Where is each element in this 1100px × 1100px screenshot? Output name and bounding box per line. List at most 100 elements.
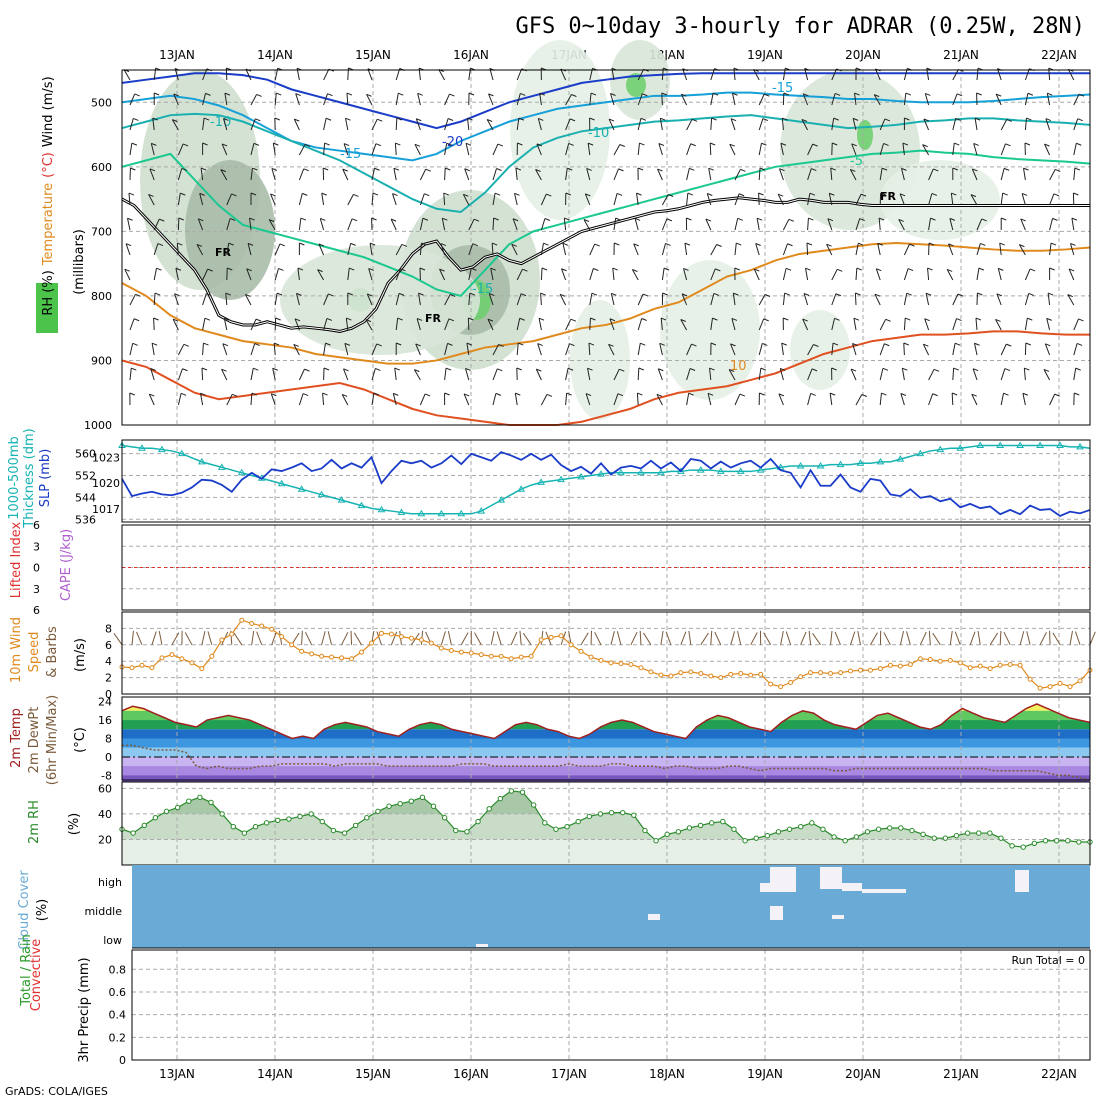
wind-barb <box>298 144 306 156</box>
wind-barb-flag <box>658 368 664 372</box>
wind-barb <box>610 93 615 106</box>
wind-barb <box>637 69 645 81</box>
thickness-point <box>896 455 905 462</box>
wind-barb-flag <box>200 392 206 396</box>
wind-barb <box>224 93 228 106</box>
wind-barb-flag <box>827 218 834 222</box>
rh-point <box>786 826 793 832</box>
wind-barb <box>488 93 494 106</box>
wind-speed-point <box>808 670 814 676</box>
wind-barb <box>268 219 276 231</box>
wind-barb <box>395 117 398 131</box>
wind-barb-flag <box>546 393 553 397</box>
surface-wind-barb <box>1026 631 1031 645</box>
wind-barb <box>250 94 258 106</box>
bottom-day-label: 13JAN <box>159 1067 195 1081</box>
wind-barb-flag <box>730 118 737 122</box>
wind-barb-flag <box>345 117 351 121</box>
wind-barb-flag <box>467 117 473 121</box>
wind-barb-flag <box>587 142 594 146</box>
wind-barb <box>196 244 204 256</box>
wind-barb <box>153 218 160 231</box>
wind-barb <box>562 243 567 256</box>
temp-band <box>122 738 1090 748</box>
run-total-label: Run Total = 0 <box>1012 954 1086 967</box>
wind-barb <box>952 69 959 81</box>
wind-barb-flag <box>832 342 839 346</box>
wind-barb-flag <box>953 367 959 371</box>
y-axis-label: & Barbs <box>45 626 60 678</box>
wind-speed-point <box>798 674 804 680</box>
wind-barb <box>637 343 641 356</box>
rh-point <box>1065 838 1071 844</box>
wind-barb <box>709 368 712 381</box>
wind-barb-flag <box>1024 142 1031 146</box>
surface-wind-barb <box>714 631 722 646</box>
wind-barb <box>730 343 736 356</box>
wind-barb-flag <box>498 343 504 347</box>
wind-barb <box>806 242 809 256</box>
wind-barb-flag <box>659 342 665 346</box>
wind-barb <box>829 393 833 406</box>
surface-wind-barb <box>1039 632 1047 646</box>
surface-wind-barb <box>763 632 772 646</box>
wind-barb-flag <box>608 118 615 122</box>
wind-barb <box>419 193 425 206</box>
wind-barb-flag <box>1023 167 1029 171</box>
wind-speed-point <box>139 662 145 668</box>
wind-barb <box>637 367 640 381</box>
wind-barb <box>686 343 692 356</box>
wind-barb-flag <box>231 193 237 197</box>
cloud-bar <box>760 883 770 892</box>
wind-barb-flag <box>199 192 205 196</box>
wind-speed-point <box>229 631 235 637</box>
wind-barb <box>995 319 1002 331</box>
wind-barb-flag <box>640 117 647 121</box>
rh-point <box>464 829 470 835</box>
wind-barb-flag <box>707 392 714 396</box>
wind-barb <box>952 143 955 156</box>
wind-barb-flag <box>995 93 1002 97</box>
wind-barb-flag <box>488 93 494 97</box>
wind-barb-flag <box>253 367 259 371</box>
wind-barb-flag <box>981 218 987 222</box>
wind-barb <box>516 118 520 131</box>
wind-barb <box>563 218 567 231</box>
wind-barb-flag <box>1076 142 1082 146</box>
wind-barb <box>1073 368 1077 381</box>
slp-tick-label: 1020 <box>92 477 120 490</box>
wind-barb <box>928 369 935 381</box>
wind-barb <box>901 368 905 381</box>
wind-barb <box>202 93 206 106</box>
wind-barb-flag <box>225 292 231 296</box>
wind-barb-flag <box>398 292 405 296</box>
wind-barb-flag <box>440 243 447 247</box>
wind-barb <box>756 218 760 231</box>
wind-barb <box>633 243 639 256</box>
wind-barb <box>462 194 470 206</box>
surface-wind-barb <box>490 631 495 645</box>
wind-barb-flag <box>151 142 157 146</box>
wind-barb-flag <box>829 192 835 196</box>
wind-speed-point <box>538 637 544 643</box>
wind-barb <box>565 368 569 381</box>
wind-barb <box>540 292 542 306</box>
wind-barb-flag <box>715 268 721 272</box>
freezing-label: FR <box>215 246 232 259</box>
wind-barb <box>928 193 933 206</box>
wind-barb <box>123 69 131 81</box>
cloud-bar <box>820 867 842 889</box>
wind-barb-flag <box>712 92 719 96</box>
wind-barb <box>710 244 718 256</box>
surface-wind-barb <box>1074 631 1081 645</box>
wind-barb-flag <box>367 293 373 297</box>
wind-barb-flag <box>881 392 887 396</box>
wind-barb <box>903 93 907 106</box>
thickness-point <box>1036 441 1044 448</box>
isotherm-line <box>121 330 1090 426</box>
wind-barb-flag <box>328 293 334 297</box>
wind-barb <box>831 293 837 306</box>
wind-barb <box>226 394 233 406</box>
wind-barb <box>976 268 980 281</box>
wind-barb <box>419 168 427 181</box>
